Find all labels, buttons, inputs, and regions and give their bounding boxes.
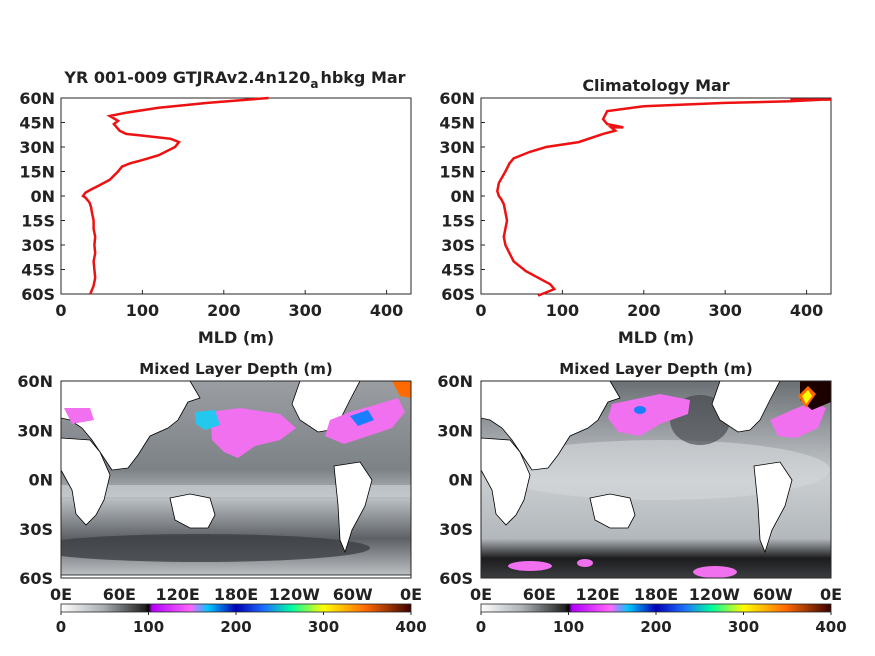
map3-ytick-label: 30S (19, 520, 53, 539)
map3-gulfstream-hotspot (350, 410, 374, 426)
mld-map-model: Mixed Layer Depth (m) 0E 60E 12 (17, 360, 426, 636)
panel4-axes-box (480, 380, 832, 579)
map3-land (61, 381, 411, 578)
panel2-ytick-label: 60N (439, 89, 475, 108)
map4-xtick-label: 0E (470, 585, 492, 604)
panel2-ytick-label: 15S (441, 212, 475, 231)
map4-kuroshio-core (634, 406, 646, 414)
mld-map-climatology: Mixed Layer Depth (m) 0E 60E 120E 180E 120 (437, 360, 846, 636)
panel1-ytick-label: 15S (21, 212, 55, 231)
profile-panel-climatology: Climatology Mar 0 100 200 300 400 60N 45N 30N 1… (439, 76, 832, 347)
colorbar2-tick-label: 300 (728, 618, 759, 636)
profile-panel-model: YR 001-009 GTJRAv2.4n120a hbkg Mar 0 100 20… (19, 68, 412, 347)
panel2-xtick-label: 0 (475, 301, 486, 320)
map3-north-pacific-hotspot (210, 408, 296, 458)
map4-ytick-label: 0N (448, 471, 473, 490)
map4-southern-hotspot-1 (508, 561, 552, 571)
map4-ytick-label: 60N (437, 372, 473, 391)
map4-xtick-label: 60E (523, 585, 556, 604)
panel1-xtick-label: 200 (207, 301, 240, 320)
panel1-xlabel: MLD (m) (198, 328, 274, 347)
panel2-ytick-label: 45S (441, 261, 475, 280)
map3-southern-deep-band (61, 534, 370, 562)
colorbar2-tick-label: 100 (553, 618, 584, 636)
panel1-xtick-label: 300 (288, 301, 321, 320)
map4-ytick-label: 30N (437, 421, 473, 440)
colorbar2-tick-label: 0 (476, 618, 486, 636)
colorbar1-tick-label: 400 (395, 618, 426, 636)
map3-med-hotspot (64, 408, 94, 424)
map4-tropical-light-band (490, 440, 830, 500)
map4-ytick-label: 60S (439, 569, 473, 588)
panel1-ytick-label: 15N (19, 163, 55, 182)
panel2-xtick-label: 300 (708, 301, 741, 320)
map3-ytick-label: 0N (28, 471, 53, 490)
map4-xtick-label: 180E (634, 585, 678, 604)
map3-equatorial-band (61, 485, 411, 497)
panel1-ytick-label: 0N (30, 187, 55, 206)
panel1-xtick-label: 0 (55, 301, 66, 320)
map3-xtick-label: 120E (156, 585, 200, 604)
panel2-xlabel: MLD (m) (618, 328, 694, 347)
panel1-ytick-label: 45S (21, 261, 55, 280)
panel1-ytick-label: 45N (19, 114, 55, 133)
colorbar2-tick-label: 400 (815, 618, 846, 636)
map4-ytick-label: 30S (439, 520, 473, 539)
map4-southern-hotspot-2 (577, 559, 593, 567)
map3-xtick-label: 120W (269, 585, 320, 604)
map3-xtick-label: 180E (214, 585, 258, 604)
panel2-ytick-label: 45N (439, 114, 475, 133)
colorbar1-tick-label: 100 (133, 618, 164, 636)
map3-labrador-hotspot (392, 381, 411, 398)
map4-xtick-label: 120W (689, 585, 740, 604)
panel2-mld-profile-line (496, 98, 831, 297)
panel1-axes-box (60, 97, 412, 295)
colorbar1-tick-label: 200 (220, 618, 251, 636)
panel2-ytick-label: 30N (439, 138, 475, 157)
map3-ytick-label: 30N (17, 421, 53, 440)
map4-north-atlantic-hotspot (770, 402, 826, 438)
map3-xtick-label: 60E (103, 585, 136, 604)
panel2-xtick-label: 200 (627, 301, 660, 320)
map3-xtick-label: 60W (333, 585, 373, 604)
panel2-xtick-label: 400 (790, 301, 823, 320)
panel1-xtick-label: 100 (126, 301, 159, 320)
panel1-ytick-label: 60N (19, 89, 55, 108)
panel2-ytick-label: 15N (439, 163, 475, 182)
panel1-ytick-label: 30N (19, 138, 55, 157)
map4-labrador-ring-inner (802, 390, 812, 404)
panel2-title: Climatology Mar (582, 76, 729, 95)
map4-southern-hotspot-3 (693, 566, 737, 578)
panel3-title: Mixed Layer Depth (m) (139, 360, 332, 378)
panel1-mld-profile-line (81, 96, 269, 295)
colorbar-2 (480, 603, 832, 613)
panel4-title: Mixed Layer Depth (m) (559, 360, 752, 378)
panel1-xtick-label: 400 (370, 301, 403, 320)
map4-xtick-label: 60W (753, 585, 793, 604)
colorbar1-tick-label: 300 (308, 618, 339, 636)
map3-xtick-label: 0E (400, 585, 422, 604)
map4-xtick-label: 0E (820, 585, 842, 604)
map3-ytick-label: 60N (17, 372, 53, 391)
colorbar2-tick-label: 200 (640, 618, 671, 636)
map4-north-pacific-hotspot (608, 394, 690, 436)
map4-land (481, 381, 793, 554)
map4-xtick-label: 120E (576, 585, 620, 604)
panel2-ytick-label: 30S (441, 236, 475, 255)
panel3-axes-box (60, 380, 412, 579)
panel1-ytick-label: 60S (21, 285, 55, 304)
panel2-axes-box (480, 97, 832, 295)
panel1-title: YR 001-009 GTJRAv2.4n120a hbkg Mar (63, 68, 405, 91)
colorbar-1 (60, 603, 412, 613)
panel2-xtick-label: 100 (546, 301, 579, 320)
panel1-ytick-label: 30S (21, 236, 55, 255)
map3-ytick-label: 60S (19, 569, 53, 588)
colorbar1-tick-label: 0 (56, 618, 66, 636)
panel2-ytick-label: 60S (441, 285, 475, 304)
map3-kuroshio-hotspot (195, 410, 220, 430)
panel2-ytick-label: 0N (450, 187, 475, 206)
map3-xtick-label: 0E (50, 585, 72, 604)
